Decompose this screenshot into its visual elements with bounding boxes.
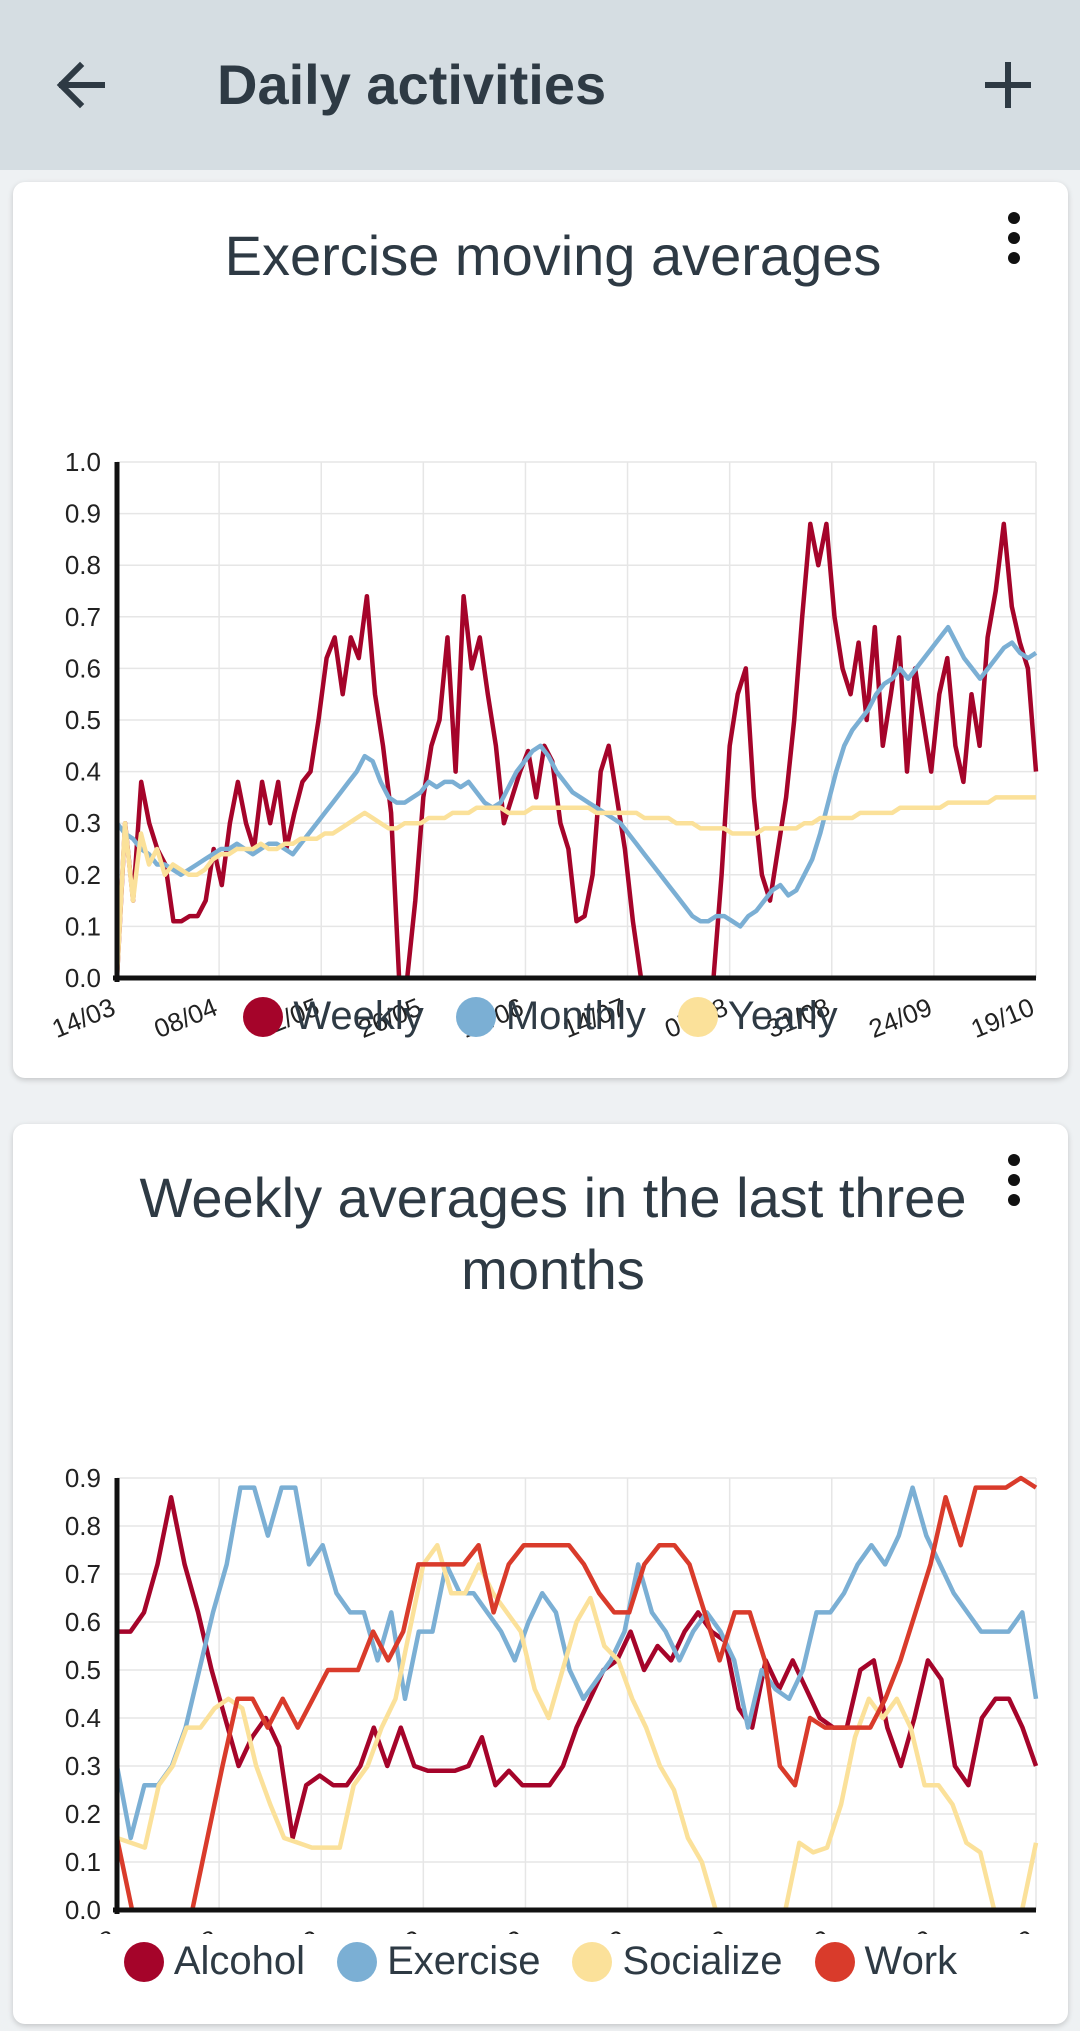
page-title: Daily activities [217, 53, 607, 116]
y-tick-label: 0.6 [65, 653, 101, 683]
x-tick-label: 19/10 [967, 1924, 1039, 1934]
chart-title-line-1: Weekly averages in the last three [139, 1166, 967, 1229]
y-tick-label: 0.6 [65, 1607, 101, 1637]
y-tick-label: 0.1 [65, 1847, 101, 1877]
chart-title: Weekly averages in the last three months [83, 1162, 1023, 1306]
legend-swatch [243, 996, 284, 1037]
arrow-left-icon [56, 61, 105, 109]
legend-swatch [814, 1941, 855, 1982]
series-line-socialize [116, 1542, 1039, 1913]
x-tick-label: 29/09 [660, 1924, 732, 1934]
x-tick-label: 23/09 [558, 1924, 630, 1934]
y-tick-label: 0.8 [65, 1511, 101, 1541]
y-tick-label: 0.3 [65, 808, 101, 838]
legend-item-alcohol[interactable]: Alcohol [123, 1939, 306, 1984]
legend-label: Alcohol [173, 1939, 306, 1983]
x-tick-label: 28/08 [150, 1924, 222, 1934]
y-tick-label: 0.4 [65, 757, 101, 787]
y-tick-label: 0.2 [65, 1799, 101, 1829]
plus-icon [985, 62, 1031, 108]
series-line-exercise [114, 1485, 1039, 1841]
y-tick-label: 0.4 [65, 1703, 101, 1733]
series-line-weekly [114, 521, 1039, 981]
y-tick-label: 0.7 [65, 602, 101, 632]
chart-legend: Weekly Monthly Yearly [13, 994, 1068, 1039]
series-line-work [114, 1475, 1038, 1913]
x-tick-label: 06/10 [762, 1924, 834, 1934]
legend-label: Socialize [622, 1939, 783, 1983]
legend-item-monthly[interactable]: Monthly [455, 994, 646, 1039]
legend-swatch [337, 1941, 378, 1982]
card-menu-button[interactable] [994, 1150, 1034, 1210]
x-tick-label: 16/09 [456, 1924, 528, 1934]
legend-swatch [572, 1941, 613, 1982]
legend-swatch [123, 1941, 164, 1982]
chart-title: Exercise moving averages [224, 224, 882, 287]
card-menu-button[interactable] [994, 208, 1034, 268]
y-tick-label: 0.7 [65, 1559, 101, 1589]
series-line-monthly [115, 624, 1038, 929]
series-line-yearly [114, 795, 1036, 979]
chart-legend: Alcohol Exercise Socialize Work [13, 1939, 1068, 1984]
legend-swatch [677, 996, 718, 1037]
y-tick-label: 1.0 [65, 447, 101, 477]
legend-label: Exercise [387, 1939, 541, 1983]
chart-card-weekly-averages: Weekly averages in the last three months… [13, 1124, 1068, 2024]
x-tick-label: 21/08 [48, 1924, 120, 1934]
weekly-averages-chart: 0.0 0.1 0.2 0.3 0.4 0.5 0.6 0.7 0.8 0.9 21/08 28/08… [48, 1463, 1039, 1934]
y-tick-label: 0.8 [65, 550, 101, 580]
app-bar: Daily activities [0, 0, 1080, 170]
legend-item-yearly[interactable]: Yearly [677, 994, 838, 1039]
legend-item-socialize[interactable]: Socialize [572, 1939, 783, 1984]
y-tick-label: 0.9 [65, 499, 101, 529]
moving-averages-chart: 0.00.10.20.30.40.50.60.70.80.91.014/03 08… [48, 447, 1039, 1044]
chart-title-line-2: months [461, 1238, 645, 1301]
legend-item-work[interactable]: Work [814, 1939, 958, 1984]
legend-item-exercise[interactable]: Exercise [337, 1939, 540, 1984]
x-tick-label: 10/09 [354, 1924, 426, 1934]
y-tick-label: 0.5 [65, 705, 101, 735]
add-button[interactable] [975, 52, 1041, 118]
x-tick-label: 12/10 [865, 1924, 937, 1934]
y-tick-label: 0.5 [65, 1655, 101, 1685]
y-tick-label: 0.0 [65, 1895, 101, 1925]
y-tick-label: 0.0 [65, 963, 101, 993]
y-tick-label: 0.2 [65, 860, 101, 890]
y-tick-label: 0.3 [65, 1751, 101, 1781]
legend-item-weekly[interactable]: Weekly [243, 994, 424, 1039]
chart-card-moving-averages: Exercise moving averages 0.0 0.1 0.2 0.3 0.4… [13, 182, 1068, 1078]
legend-label: Weekly [293, 994, 424, 1038]
back-button[interactable] [50, 52, 116, 118]
x-tick-label: 03/09 [252, 1924, 324, 1934]
legend-swatch [455, 996, 496, 1037]
legend-label: Monthly [505, 994, 646, 1038]
legend-label: Yearly [727, 994, 838, 1038]
y-tick-label: 0.1 [65, 911, 101, 941]
y-tick-label: 0.9 [65, 1463, 101, 1493]
legend-label: Work [864, 1939, 958, 1983]
